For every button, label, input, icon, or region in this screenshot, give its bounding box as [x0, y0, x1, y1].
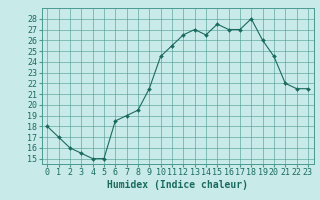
X-axis label: Humidex (Indice chaleur): Humidex (Indice chaleur) — [107, 180, 248, 190]
